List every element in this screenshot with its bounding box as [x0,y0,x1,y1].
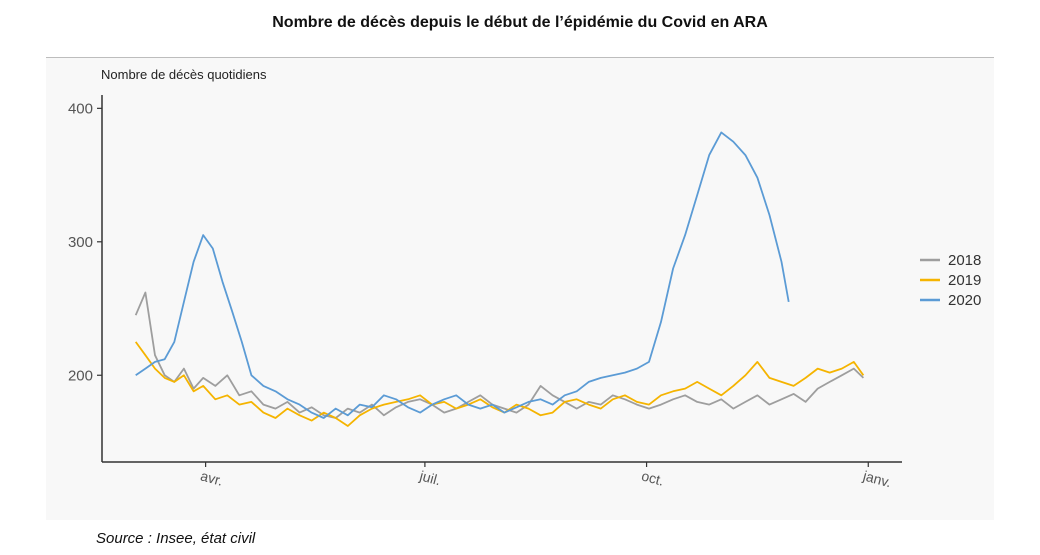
header-divider [46,57,994,58]
chart-panel [46,58,994,520]
chart-title: Nombre de décès depuis le début de l’épi… [272,14,768,31]
legend-label: 2018 [948,252,981,269]
x-tick-label: juil. [417,467,442,488]
series-line-2019 [134,341,865,427]
legend-label: 2019 [948,272,981,289]
line-chart: Nombre de décès quotidiens 200 300 400 avr… [68,67,981,490]
y-axis-ticks: 200 300 400 [68,100,102,384]
x-axis-ticks: avr. juil. oct. janv. [199,462,893,490]
y-tick-label: 300 [68,234,93,251]
x-tick-label: avr. [199,467,225,488]
x-tick-label: oct. [640,467,666,488]
y-axis-label: Nombre de décès quotidiens [101,67,267,82]
series-line-2020 [135,131,790,419]
legend-label: 2020 [948,292,981,309]
y-tick-label: 200 [68,367,93,384]
x-tick-label: janv. [861,467,894,490]
series-lines [134,131,865,427]
legend: 2018 2019 2020 [920,252,981,309]
y-tick-label: 400 [68,100,93,117]
source-note: Source : Insee, état civil [96,530,256,547]
